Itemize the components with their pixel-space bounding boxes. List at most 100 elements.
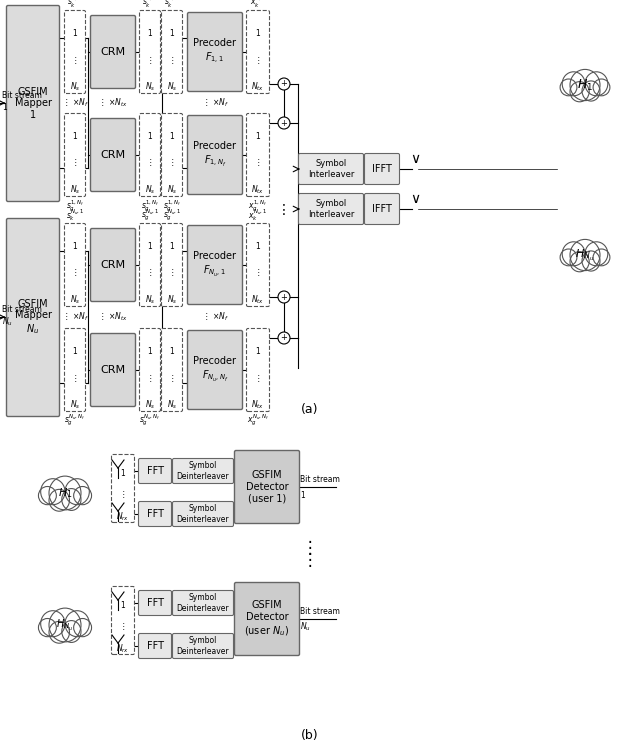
Text: ⋮: ⋮: [119, 622, 127, 632]
Text: 1: 1: [148, 347, 152, 356]
FancyBboxPatch shape: [173, 501, 234, 527]
FancyBboxPatch shape: [6, 219, 60, 416]
Text: 1: 1: [170, 347, 174, 356]
Text: $N_s$: $N_s$: [70, 81, 80, 93]
Ellipse shape: [65, 479, 90, 505]
Text: IFFT: IFFT: [372, 164, 392, 174]
Text: +: +: [280, 333, 287, 342]
Text: ⋮: ⋮: [146, 158, 154, 168]
Text: $N_{tx}$: $N_{tx}$: [252, 81, 264, 93]
Text: $N_{tx}$: $N_{tx}$: [252, 184, 264, 196]
Text: $s_g^{1,N_f}$: $s_g^{1,N_f}$: [66, 198, 84, 213]
FancyBboxPatch shape: [161, 10, 182, 93]
Text: ⋮: ⋮: [119, 491, 127, 500]
Text: ⋮ $\times N_f$: ⋮ $\times N_f$: [61, 311, 88, 323]
Ellipse shape: [593, 249, 610, 266]
FancyBboxPatch shape: [234, 451, 300, 524]
Text: ⋮ $\times N_f$: ⋮ $\times N_f$: [202, 97, 228, 109]
Text: $N_{tx}$: $N_{tx}$: [252, 398, 264, 411]
FancyBboxPatch shape: [188, 225, 243, 304]
FancyBboxPatch shape: [90, 228, 136, 301]
Text: 1: 1: [255, 132, 260, 141]
Text: $N_u$: $N_u$: [2, 316, 13, 328]
Text: ⋮: ⋮: [168, 158, 176, 168]
Text: ⋮: ⋮: [146, 374, 154, 383]
Text: ⋮: ⋮: [254, 55, 262, 64]
Text: FFT: FFT: [147, 509, 163, 519]
FancyBboxPatch shape: [140, 328, 161, 412]
FancyBboxPatch shape: [161, 328, 182, 412]
Text: 1: 1: [255, 29, 260, 38]
FancyBboxPatch shape: [246, 10, 269, 93]
Text: Bit stream: Bit stream: [300, 475, 340, 484]
Text: GSFIM
Detector
(user 1): GSFIM Detector (user 1): [246, 471, 288, 504]
Text: $s_g^{N_u,1}$: $s_g^{N_u,1}$: [141, 207, 159, 223]
Text: $N_{rx}$: $N_{rx}$: [116, 642, 129, 655]
Text: $s_k^{1,1}$: $s_k^{1,1}$: [164, 0, 180, 10]
Text: 1: 1: [72, 347, 77, 356]
FancyBboxPatch shape: [298, 193, 364, 225]
FancyBboxPatch shape: [234, 583, 300, 656]
Text: $N_s$: $N_s$: [145, 398, 155, 411]
FancyBboxPatch shape: [111, 586, 134, 654]
Text: Precoder
$F_{1,1}$: Precoder $F_{1,1}$: [193, 39, 237, 66]
Text: $N_s$: $N_s$: [70, 184, 80, 196]
Text: ⋮: ⋮: [254, 158, 262, 168]
FancyBboxPatch shape: [138, 591, 172, 615]
Text: (a): (a): [301, 404, 319, 416]
Text: $s_g^{1,N_f}$: $s_g^{1,N_f}$: [141, 198, 159, 213]
Text: 1: 1: [120, 601, 125, 609]
Text: $s_g^{1,N_f}$: $s_g^{1,N_f}$: [163, 198, 181, 213]
FancyBboxPatch shape: [140, 113, 161, 196]
FancyBboxPatch shape: [365, 154, 399, 184]
Text: $x_k^{1,1}$: $x_k^{1,1}$: [250, 0, 266, 10]
Text: $s_k^{1,1}$: $s_k^{1,1}$: [67, 0, 83, 10]
FancyBboxPatch shape: [140, 10, 161, 93]
Text: 1: 1: [148, 242, 152, 251]
FancyBboxPatch shape: [65, 224, 86, 307]
FancyBboxPatch shape: [90, 119, 136, 192]
Ellipse shape: [570, 69, 600, 101]
Text: 1: 1: [72, 29, 77, 38]
Text: +: +: [280, 292, 287, 301]
Text: ⋮: ⋮: [254, 269, 262, 278]
Text: Precoder
$F_{1,N_f}$: Precoder $F_{1,N_f}$: [193, 142, 237, 169]
Ellipse shape: [570, 251, 589, 272]
Text: ⋮: ⋮: [71, 269, 79, 278]
Text: CRM: CRM: [100, 150, 125, 160]
Text: $\vee$: $\vee$: [410, 152, 420, 166]
Text: $N_s$: $N_s$: [167, 293, 177, 306]
Ellipse shape: [585, 72, 608, 95]
Text: (b): (b): [301, 729, 319, 742]
Ellipse shape: [585, 242, 608, 266]
Text: 1: 1: [300, 491, 305, 500]
Text: 1: 1: [2, 104, 7, 113]
Text: $H_1$: $H_1$: [58, 486, 72, 500]
Text: Symbol
Deinterleaver: Symbol Deinterleaver: [177, 636, 229, 656]
Text: $s_g^{N_u,N_f}$: $s_g^{N_u,N_f}$: [140, 413, 161, 428]
Text: $N_{tx}$: $N_{tx}$: [252, 293, 264, 306]
Text: $N_s$: $N_s$: [167, 398, 177, 411]
Text: 1: 1: [120, 468, 125, 478]
Text: $N_s$: $N_s$: [145, 184, 155, 196]
FancyBboxPatch shape: [173, 591, 234, 615]
Ellipse shape: [582, 81, 600, 101]
Text: FFT: FFT: [147, 466, 163, 476]
Text: CRM: CRM: [100, 47, 125, 57]
Circle shape: [278, 291, 290, 303]
Ellipse shape: [560, 249, 577, 266]
FancyBboxPatch shape: [246, 113, 269, 196]
Text: ⋮: ⋮: [71, 374, 79, 383]
Ellipse shape: [570, 239, 600, 271]
Text: ⋮: ⋮: [301, 539, 318, 557]
Text: 1: 1: [255, 242, 260, 251]
Text: ⋮: ⋮: [146, 55, 154, 64]
Text: CRM: CRM: [100, 260, 125, 270]
Ellipse shape: [49, 476, 81, 510]
Text: $x_k^{N_u,1}$: $x_k^{N_u,1}$: [248, 207, 268, 223]
Ellipse shape: [38, 618, 56, 636]
Text: 1: 1: [72, 132, 77, 141]
Text: $s_g^{N_u,1}$: $s_g^{N_u,1}$: [163, 207, 181, 223]
Circle shape: [278, 117, 290, 129]
Text: $N_s$: $N_s$: [167, 81, 177, 93]
